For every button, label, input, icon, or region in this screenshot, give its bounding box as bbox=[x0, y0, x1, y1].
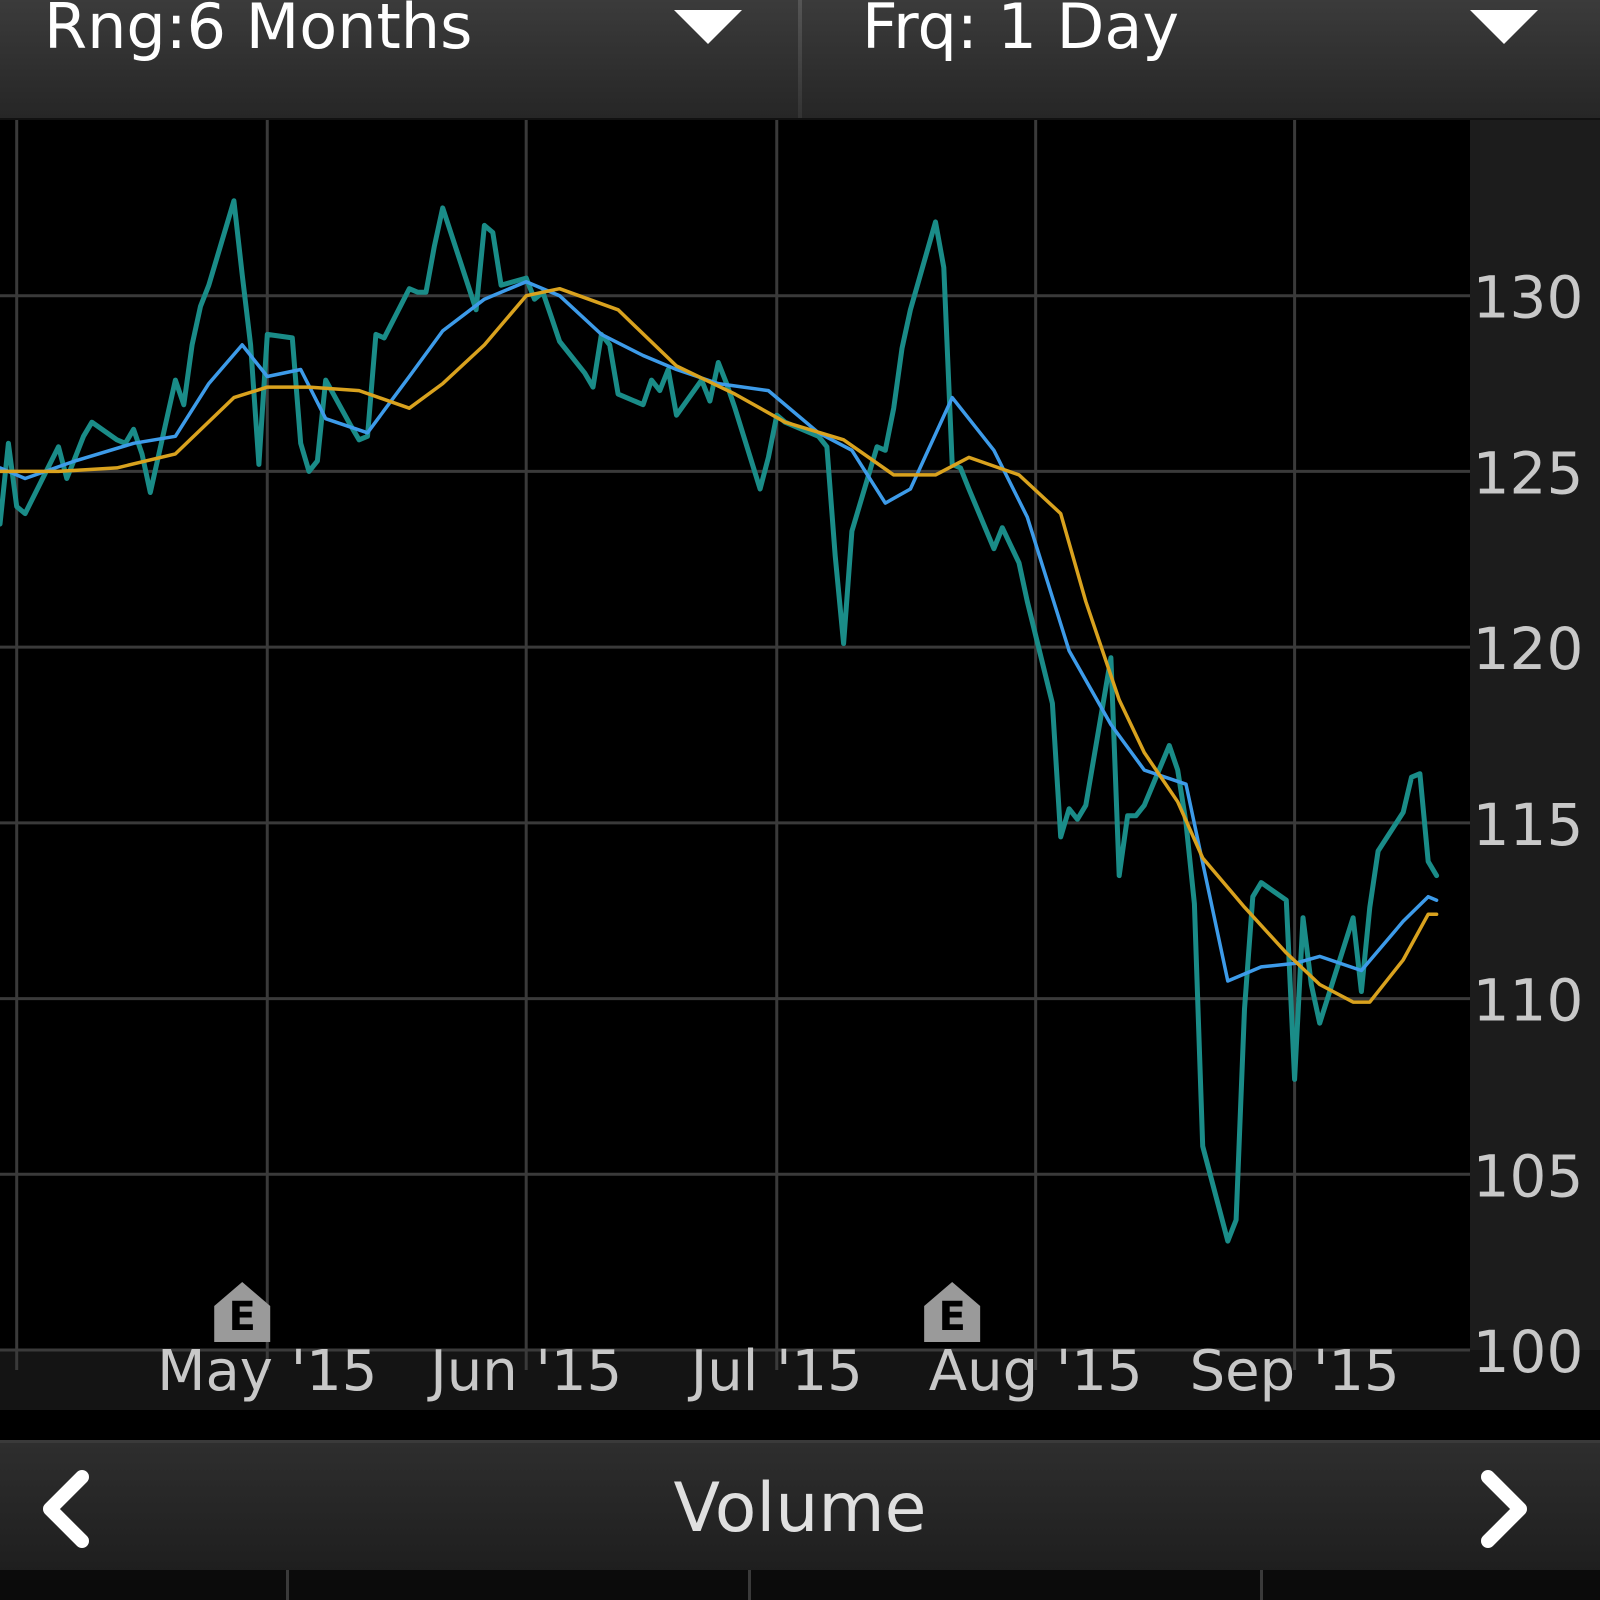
earnings-marker-label: E bbox=[938, 1294, 965, 1340]
toolbar-divider bbox=[798, 0, 802, 118]
y-axis-panel bbox=[1470, 120, 1600, 1350]
frequency-dropdown[interactable]: Frq: 1 Day bbox=[802, 0, 1600, 118]
series-line-price bbox=[0, 198, 1440, 1244]
series-line-ma-long bbox=[0, 286, 1439, 1004]
x-axis-ticks: May '15 Jun '15 Jul '15 Aug '15 Sep '15 bbox=[157, 1339, 1399, 1404]
chart-toolbar: Rng:6 Months Frq: 1 Day bbox=[0, 0, 1600, 120]
chart-background bbox=[0, 120, 1600, 1410]
range-dropdown-arrow-icon[interactable] bbox=[674, 10, 742, 44]
x-tick-label: May '15 bbox=[157, 1339, 377, 1404]
earnings-marker-shape bbox=[214, 1282, 271, 1342]
y-tick-label: 130 bbox=[1473, 264, 1584, 332]
footer-separator bbox=[286, 1570, 289, 1600]
range-label: Rng:6 Months bbox=[44, 0, 473, 63]
y-tick-label: 125 bbox=[1473, 439, 1584, 507]
series-line-ma-short bbox=[0, 279, 1439, 983]
x-tick-label: Jun '15 bbox=[427, 1339, 622, 1404]
previous-indicator-button[interactable] bbox=[30, 1469, 110, 1549]
x-tick-label: Jul '15 bbox=[688, 1339, 863, 1404]
y-tick-label: 105 bbox=[1473, 1142, 1584, 1210]
next-indicator-button[interactable] bbox=[1460, 1469, 1540, 1549]
y-tick-label: 115 bbox=[1473, 791, 1584, 859]
y-tick-label: 110 bbox=[1473, 967, 1584, 1035]
chart-series bbox=[0, 198, 1440, 1244]
earnings-marker-shape bbox=[924, 1282, 981, 1342]
footer-separator bbox=[1260, 1570, 1263, 1600]
earnings-marker[interactable]: E bbox=[924, 1282, 981, 1342]
chevron-left-icon bbox=[43, 1470, 89, 1548]
footer-strip bbox=[0, 1570, 1600, 1600]
frequency-dropdown-arrow-icon[interactable] bbox=[1470, 10, 1538, 44]
earnings-marker[interactable]: E bbox=[214, 1282, 271, 1342]
x-tick-label: Sep '15 bbox=[1190, 1339, 1400, 1404]
footer-separator bbox=[748, 1570, 751, 1600]
y-tick-label: 100 bbox=[1473, 1318, 1584, 1386]
x-tick-label: Aug '15 bbox=[929, 1339, 1143, 1404]
earnings-marker-label: E bbox=[229, 1294, 256, 1340]
range-dropdown[interactable]: Rng:6 Months bbox=[0, 0, 798, 118]
chevron-right-icon bbox=[1481, 1470, 1527, 1548]
y-tick-label: 120 bbox=[1473, 615, 1584, 683]
indicator-title: Volume bbox=[673, 1469, 927, 1548]
frequency-label: Frq: 1 Day bbox=[862, 0, 1180, 63]
y-axis-ticks: 100 105 110 115 120 125 130 bbox=[1473, 264, 1584, 1386]
indicator-bar: Volume bbox=[0, 1440, 1600, 1573]
